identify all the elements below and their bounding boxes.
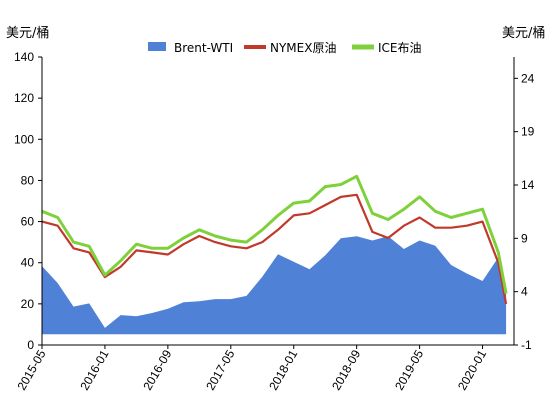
legend-item-brent-wti-label: Brent-WTI — [174, 41, 233, 55]
x-axis-tick-label: 2018-01 — [266, 347, 300, 392]
axes: 0 20 40 60 80 100 120 140 -1 4 9 14 19 24 2015-05 2016-… — [14, 50, 535, 393]
right-axis-tick-label: 24 — [521, 71, 535, 85]
series-line-nymex — [41, 193, 508, 305]
left-axis-tick-label: 80 — [21, 173, 35, 187]
legend-item-ice-label: ICE布油 — [378, 41, 422, 55]
right-axis-tick-label: 14 — [521, 178, 535, 192]
right-axis-tick-label: 19 — [521, 125, 535, 139]
x-axis-tick-label: 2016-09 — [140, 347, 174, 392]
legend-item-nymex-label: NYMEX原油 — [270, 41, 336, 55]
left-axis-tick-label: 20 — [21, 297, 35, 311]
x-axis-tick-label: 2016-01 — [77, 347, 111, 392]
left-axis-tick-label: 60 — [21, 215, 35, 229]
x-axis-tick-label: 2019-05 — [392, 347, 426, 392]
right-axis-tick-label: 4 — [521, 285, 528, 299]
legend: Brent-WTI NYMEX原油 ICE布油 — [148, 41, 422, 55]
left-axis-tick-label: 40 — [21, 256, 35, 270]
series-line-ice — [41, 174, 508, 294]
legend-item-brent-wti-swatch — [148, 42, 166, 51]
series-area-brent-wti — [42, 236, 507, 335]
x-axis-tick-label: 2020-01 — [455, 347, 489, 392]
x-axis-tick-label: 2017-05 — [203, 347, 237, 392]
left-axis-tick-label: 120 — [14, 91, 34, 105]
x-axis-tick-label: 2018-09 — [329, 347, 363, 392]
right-axis-tick-label: 9 — [521, 231, 528, 245]
right-axis-unit: 美元/桶 — [502, 26, 546, 41]
left-axis-tick-label: 0 — [27, 338, 34, 352]
left-axis-unit: 美元/桶 — [6, 26, 50, 41]
right-axis-tick-label: -1 — [521, 338, 532, 352]
plot-area — [41, 174, 508, 335]
left-axis-tick-label: 100 — [14, 132, 34, 146]
x-axis-tick-label: 2015-05 — [14, 347, 48, 392]
left-axis-tick-label: 140 — [14, 50, 34, 64]
